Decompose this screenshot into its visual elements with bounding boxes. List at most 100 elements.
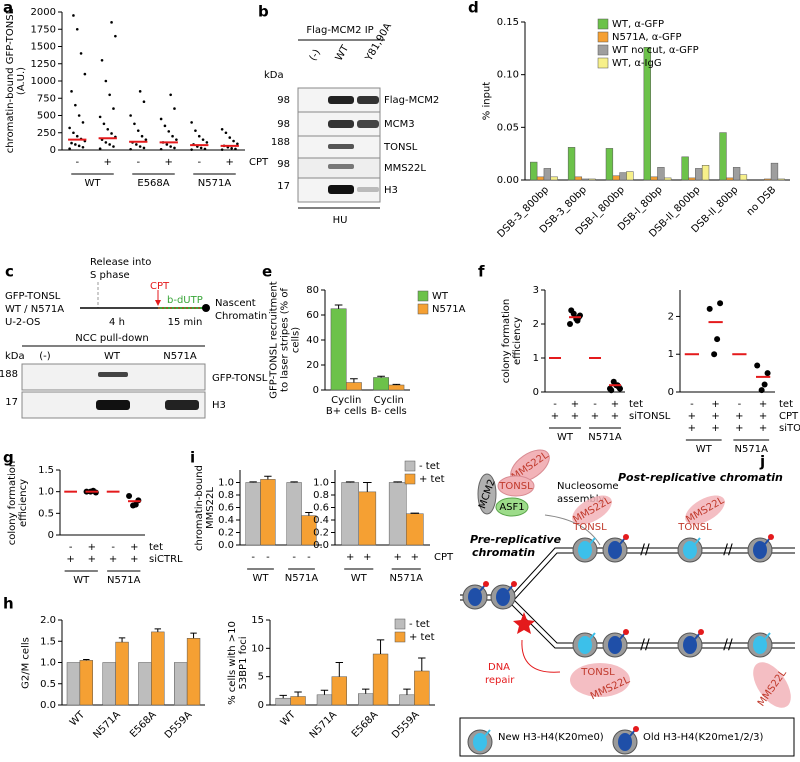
error-bar: [305, 512, 313, 516]
error-bar: [320, 689, 329, 695]
legend-swatch: [597, 44, 609, 56]
error-bar: [393, 481, 402, 483]
panel-label: e: [262, 263, 272, 281]
bar: [726, 177, 734, 181]
bar: [619, 172, 627, 181]
legend-swatch: [394, 618, 406, 630]
bar: [588, 178, 596, 181]
dot: [144, 138, 148, 141]
dot: [173, 146, 176, 150]
dot: [138, 90, 142, 93]
band: [328, 96, 354, 104]
dot: [171, 134, 174, 138]
condition-name: tet: [779, 399, 793, 410]
group-label: N571A: [198, 178, 232, 189]
condition-name: siTONSL: [629, 411, 671, 422]
legend-label: WT: [432, 291, 449, 302]
legend-icon: [467, 729, 493, 755]
condition-sign: +: [394, 552, 402, 563]
arrow-head: [155, 300, 161, 306]
bar: [66, 662, 81, 706]
band-label: H3: [212, 400, 226, 411]
y-tick-label: 0.10: [497, 70, 519, 81]
dot: [163, 124, 167, 128]
dot: [135, 143, 138, 146]
bar: [373, 377, 390, 391]
condition-sign: +: [759, 399, 767, 410]
band-label: MMS22L: [384, 163, 426, 174]
y-axis-label: GFP-TONSL recruitment to laser stripes (…: [268, 281, 302, 399]
legend-label: - tet: [419, 461, 440, 472]
condition-sign: +: [109, 554, 117, 565]
bar: [358, 693, 374, 706]
y-tick-label: 2000: [31, 7, 56, 18]
dot: [142, 100, 146, 103]
condition-sign: +: [591, 411, 599, 422]
marker: 188: [271, 137, 290, 148]
old-nucleosome: [490, 580, 518, 610]
condition-sign: +: [611, 411, 619, 422]
dot: [608, 387, 615, 394]
condition-sign: +: [411, 552, 419, 563]
legend-label: N571A, α-GFP: [612, 32, 682, 43]
bar: [174, 662, 188, 706]
y-tick-label: 0: [258, 700, 264, 711]
dot: [74, 143, 77, 146]
error-bar: [335, 662, 344, 677]
process-label: repair: [485, 675, 515, 686]
x-tick-label: Cyclin B- cells: [370, 395, 407, 417]
bar: [626, 171, 634, 181]
error-bar: [154, 628, 162, 632]
dot: [104, 141, 108, 144]
timeline-end: [202, 304, 210, 312]
product-text: Nascent: [215, 298, 256, 309]
condition-sign: +: [130, 542, 138, 553]
bar: [664, 177, 672, 181]
y-tick-label: 1500: [31, 42, 56, 53]
y-tick-label: 10: [251, 643, 264, 654]
condition-sign: +: [165, 157, 173, 168]
condition-name: tet: [149, 542, 163, 553]
panel-b: b Flag-MCM2 IP kDa (-) WT Y81,90A 98 98 …: [258, 3, 439, 227]
dot: [114, 34, 117, 38]
group-label: WT: [696, 444, 713, 455]
cell-text: GFP-TONSL: [5, 291, 61, 302]
dot: [205, 141, 209, 144]
condition-name: tet: [629, 399, 643, 410]
new-nucleosome: [572, 632, 598, 658]
condition-sign: +: [363, 552, 371, 563]
bar: [115, 641, 129, 706]
dot: [706, 305, 713, 312]
marker: 98: [277, 119, 290, 130]
y-tick-label: 1.5: [40, 636, 56, 647]
time-text: 15 min: [168, 317, 203, 328]
bar: [186, 638, 201, 706]
panel-label: a: [3, 0, 13, 17]
band: [357, 96, 379, 104]
y-tick-label: 750: [37, 93, 56, 104]
panel-label: i: [190, 449, 195, 467]
protein-label: TONSL: [498, 481, 533, 492]
panel-label: c: [5, 263, 14, 281]
y-tick-label: 40: [306, 335, 319, 346]
y-tick-label: 0.6: [218, 503, 234, 514]
dot: [236, 142, 239, 146]
dot: [112, 145, 115, 148]
tonsl-complex: [570, 663, 630, 697]
y-tick-label: 0: [668, 387, 674, 398]
bar: [331, 676, 347, 706]
condition-sign: -: [593, 399, 597, 410]
new-nucleosome: [572, 537, 598, 563]
y-tick-label: 0: [533, 387, 539, 398]
panel-label: g: [3, 449, 14, 467]
panel-label: j: [759, 453, 765, 471]
legend-text: Old H3-H4(K20me1/2/3): [643, 732, 763, 743]
group-label: N571A: [107, 575, 141, 586]
dot: [98, 147, 102, 150]
bar: [245, 482, 261, 546]
y-tick-label: 0: [50, 145, 56, 156]
bar: [550, 176, 558, 181]
asf1-shape: [495, 497, 529, 517]
panel-c: c GFP-TONSL WT / N571A U-2-OS Release in…: [0, 257, 268, 419]
x-tick-label: E568A: [350, 709, 381, 740]
